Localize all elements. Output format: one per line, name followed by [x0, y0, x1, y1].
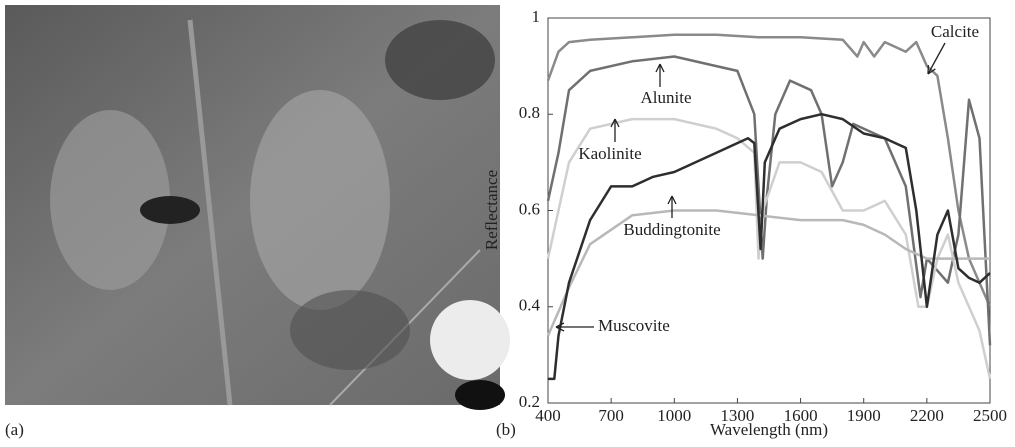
y-tick-label: 1 [532, 7, 541, 26]
x-tick-label: 1000 [657, 406, 691, 425]
arrow-head [610, 118, 620, 128]
annotation-arrow [927, 42, 946, 75]
spectrum-line [546, 55, 992, 346]
x-tick-label: 1600 [784, 406, 818, 425]
series-label: Alunite [641, 88, 692, 107]
plot-frame [547, 17, 991, 404]
spectrum-line [546, 209, 990, 337]
arrow-head [655, 63, 665, 73]
satellite-image [5, 5, 510, 410]
arrow-head [927, 65, 936, 75]
y-tick-label: 0.2 [519, 392, 540, 411]
arrow-head [555, 322, 565, 332]
arrow-head [667, 195, 677, 205]
x-tick-label: 2500 [973, 406, 1007, 425]
x-tick-label: 2200 [910, 406, 944, 425]
spectrum-line [546, 117, 992, 380]
y-axis-label: Reflectance [482, 170, 501, 250]
y-tick-label: 0.6 [519, 199, 540, 218]
series-label: Kaolinite [578, 144, 641, 163]
x-tick-label: 1900 [847, 406, 881, 425]
y-tick-label: 0.4 [519, 296, 541, 315]
series-label: Muscovite [598, 316, 670, 335]
spectrum-line [546, 33, 992, 308]
x-tick-label: 1300 [720, 406, 754, 425]
series-label: Calcite [931, 22, 979, 41]
panel-label: (b) [496, 420, 516, 439]
series-label: Buddingtonite [623, 220, 720, 239]
x-tick-label: 700 [598, 406, 624, 425]
x-tick-label: 400 [535, 406, 561, 425]
spectrum-line [548, 112, 991, 381]
y-tick-label: 0.8 [519, 103, 540, 122]
panel-label: (a) [5, 420, 24, 439]
x-axis-label: Wavelength (nm) [710, 420, 828, 439]
